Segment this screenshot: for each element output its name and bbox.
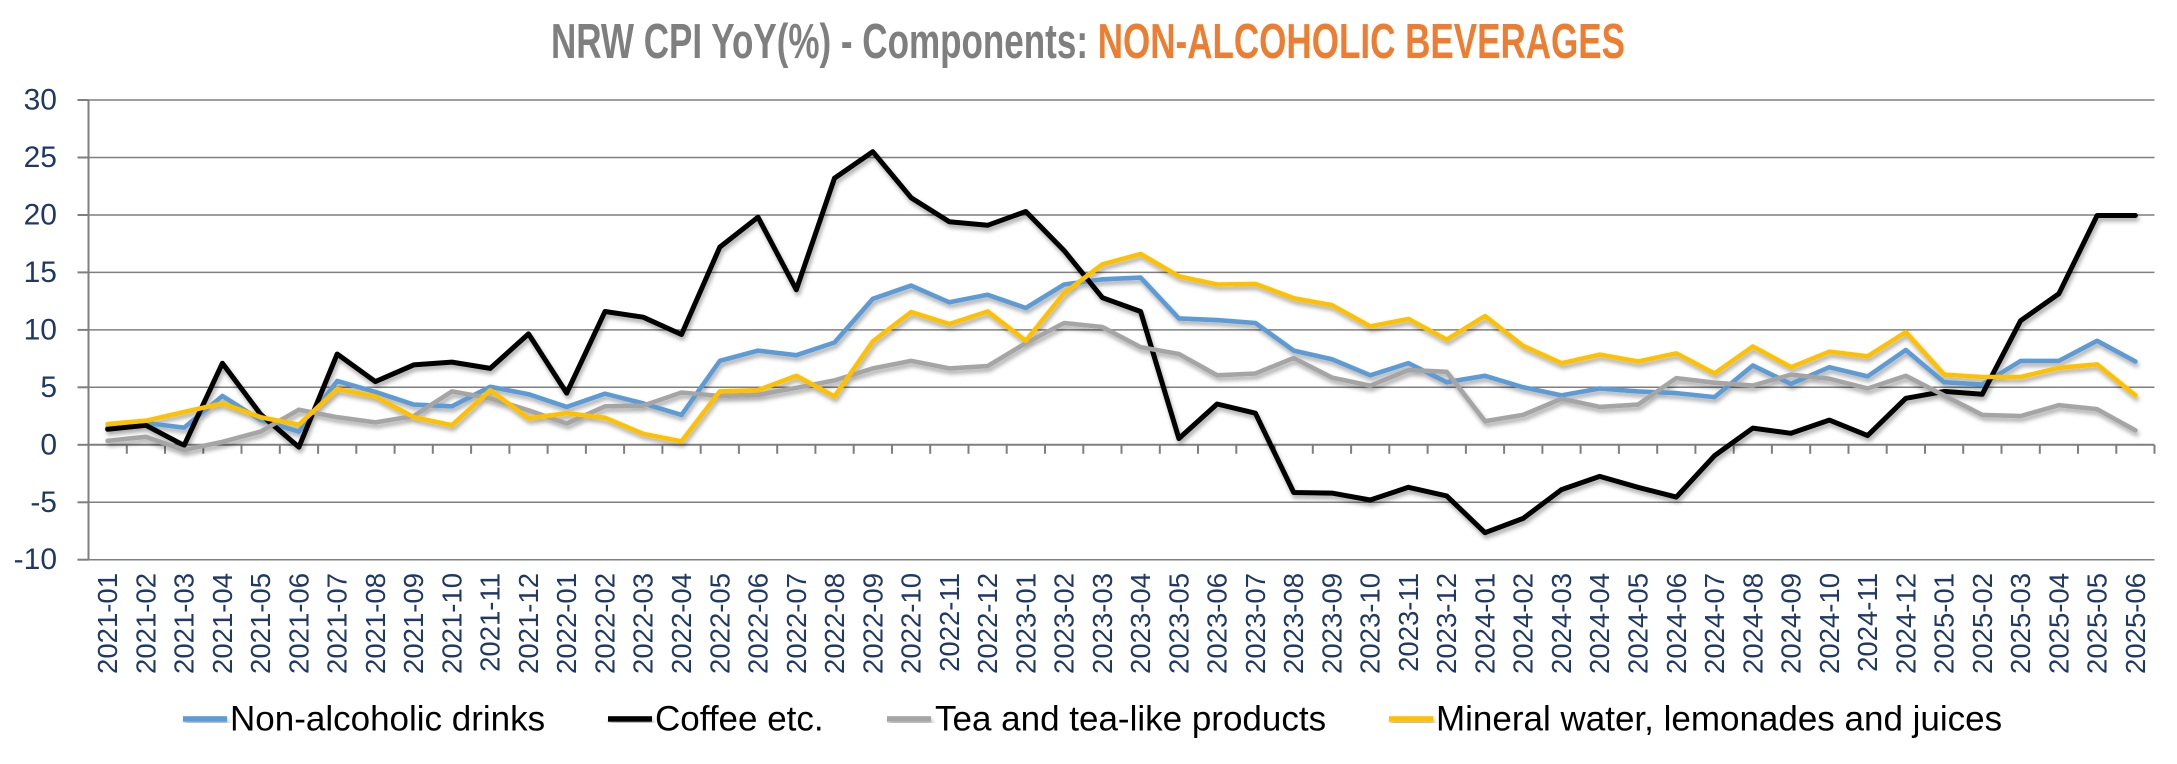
svg-text:2022-08: 2022-08 — [819, 573, 850, 674]
svg-text:2023-07: 2023-07 — [1240, 573, 1271, 674]
svg-text:Mineral water, lemonades and j: Mineral water, lemonades and juices — [1436, 700, 2002, 739]
svg-text:2025-03: 2025-03 — [2005, 573, 2036, 674]
svg-text:2025-05: 2025-05 — [2082, 573, 2113, 674]
svg-text:Tea and tea-like products: Tea and tea-like products — [935, 700, 1326, 739]
svg-text:2023-02: 2023-02 — [1049, 573, 1080, 674]
svg-text:2025-06: 2025-06 — [2120, 573, 2151, 674]
svg-text:2023-05: 2023-05 — [1163, 573, 1194, 674]
svg-text:2021-02: 2021-02 — [130, 573, 161, 674]
svg-text:2023-08: 2023-08 — [1278, 573, 1309, 674]
svg-text:-10: -10 — [14, 543, 57, 576]
svg-text:2023-10: 2023-10 — [1355, 573, 1386, 674]
svg-text:2024-02: 2024-02 — [1508, 573, 1539, 674]
svg-text:2022-03: 2022-03 — [628, 573, 659, 674]
svg-text:2024-03: 2024-03 — [1546, 573, 1577, 674]
svg-text:2021-04: 2021-04 — [207, 573, 238, 674]
svg-text:2024-12: 2024-12 — [1890, 573, 1921, 674]
svg-text:2023-06: 2023-06 — [1202, 573, 1233, 674]
svg-text:2021-07: 2021-07 — [322, 573, 353, 674]
svg-text:15: 15 — [24, 256, 57, 289]
svg-text:2022-05: 2022-05 — [704, 573, 735, 674]
svg-text:25: 25 — [24, 141, 57, 174]
svg-text:2024-09: 2024-09 — [1776, 573, 1807, 674]
svg-text:2024-08: 2024-08 — [1737, 573, 1768, 674]
svg-text:2022-07: 2022-07 — [781, 573, 812, 674]
svg-text:-5: -5 — [30, 486, 57, 519]
svg-text:20: 20 — [24, 199, 57, 232]
svg-text:Coffee etc.: Coffee etc. — [655, 700, 824, 739]
svg-text:2023-12: 2023-12 — [1431, 573, 1462, 674]
svg-text:2021-08: 2021-08 — [360, 573, 391, 674]
svg-text:2021-01: 2021-01 — [92, 573, 123, 674]
svg-text:2025-02: 2025-02 — [1967, 573, 1998, 674]
svg-text:2022-01: 2022-01 — [551, 573, 582, 674]
svg-text:2023-11: 2023-11 — [1393, 573, 1424, 672]
svg-text:2022-04: 2022-04 — [666, 573, 697, 674]
svg-text:2024-01: 2024-01 — [1470, 573, 1501, 674]
svg-text:2022-09: 2022-09 — [857, 573, 888, 674]
svg-text:2021-12: 2021-12 — [513, 573, 544, 674]
svg-text:2022-06: 2022-06 — [743, 573, 774, 674]
svg-text:10: 10 — [24, 313, 57, 346]
svg-text:2024-10: 2024-10 — [1814, 573, 1845, 674]
svg-text:2021-10: 2021-10 — [436, 573, 467, 674]
svg-text:2021-11: 2021-11 — [475, 573, 506, 672]
svg-text:2025-01: 2025-01 — [1929, 573, 1960, 674]
svg-text:NRW CPI YoY(%) - Components: N: NRW CPI YoY(%) - Components: NON-ALCOHOL… — [551, 14, 1625, 69]
svg-text:2021-09: 2021-09 — [398, 573, 429, 674]
svg-text:2023-01: 2023-01 — [1010, 573, 1041, 674]
svg-text:2022-12: 2022-12 — [972, 573, 1003, 674]
svg-text:2021-05: 2021-05 — [245, 573, 276, 674]
svg-text:5: 5 — [40, 371, 57, 404]
svg-text:2023-04: 2023-04 — [1125, 573, 1156, 674]
svg-text:Non-alcoholic drinks: Non-alcoholic drinks — [230, 700, 545, 739]
svg-text:2021-03: 2021-03 — [169, 573, 200, 674]
svg-text:30: 30 — [24, 84, 57, 117]
svg-text:2025-04: 2025-04 — [2043, 573, 2074, 674]
svg-text:2024-05: 2024-05 — [1623, 573, 1654, 674]
svg-text:2024-04: 2024-04 — [1584, 573, 1615, 674]
svg-text:2022-02: 2022-02 — [590, 573, 621, 674]
svg-text:2023-09: 2023-09 — [1316, 573, 1347, 674]
svg-text:0: 0 — [40, 428, 57, 461]
svg-text:2021-06: 2021-06 — [283, 573, 314, 674]
svg-text:2024-11: 2024-11 — [1852, 573, 1883, 672]
svg-text:2024-06: 2024-06 — [1661, 573, 1692, 674]
svg-text:2022-11: 2022-11 — [934, 573, 965, 672]
svg-text:2022-10: 2022-10 — [896, 573, 927, 674]
svg-text:2024-07: 2024-07 — [1699, 573, 1730, 674]
svg-text:2023-03: 2023-03 — [1087, 573, 1118, 674]
